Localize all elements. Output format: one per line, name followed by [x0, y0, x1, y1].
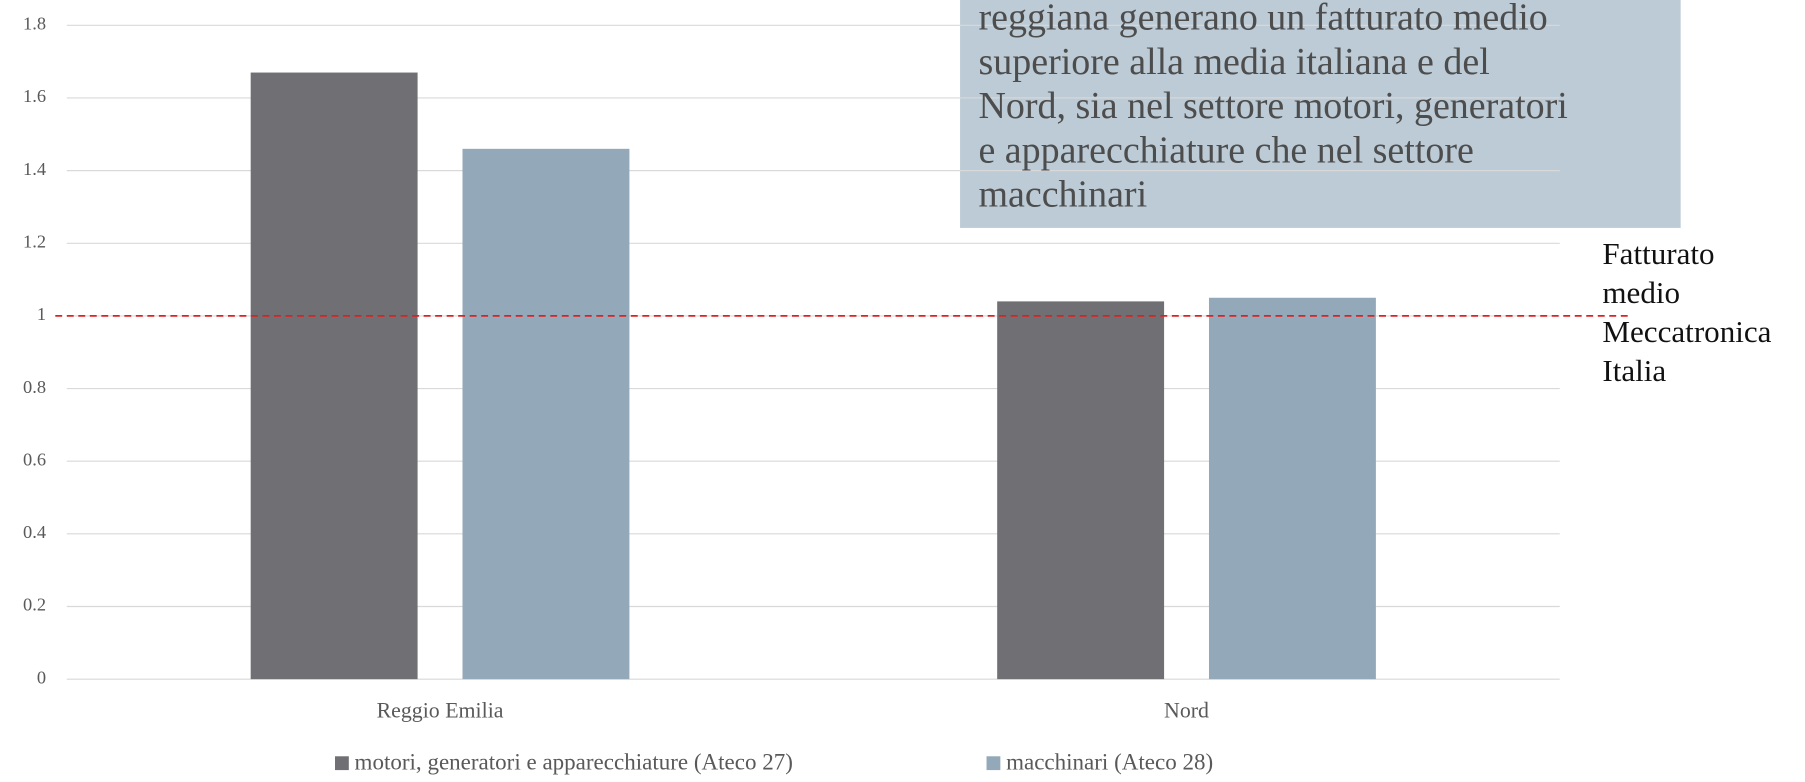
y-tick-label: 1.8 [23, 14, 46, 34]
y-tick-label: 1.4 [23, 159, 46, 179]
annotation-text: macchinari [978, 174, 1147, 216]
annotation-text: superiore alla media italiana e del [978, 41, 1489, 83]
legend-label: motori, generatori e apparecchiature (At… [355, 749, 793, 775]
y-tick-label: 0.6 [23, 449, 46, 469]
reference-label: Fatturato [1602, 236, 1714, 271]
annotation-box [960, 0, 1681, 228]
y-tick-label: 0 [37, 667, 46, 687]
annotation-text: reggiana generano un fatturato medio [978, 0, 1547, 38]
y-tick-label: 0.2 [23, 595, 46, 615]
y-tick-label: 1.2 [23, 231, 46, 251]
y-tick-label: 1 [37, 304, 46, 324]
annotation-text: e apparecchiature che nel settore [978, 129, 1473, 171]
bar [250, 72, 418, 680]
x-tick-label: Nord [1164, 699, 1209, 723]
reference-label: Meccatronica [1602, 314, 1771, 349]
reference-label: Italia [1602, 353, 1666, 388]
legend-swatch [986, 756, 1001, 771]
x-tick-label: Reggio Emilia [377, 699, 504, 723]
y-tick-label: 1.6 [23, 86, 46, 106]
legend-label: macchinari (Ateco 28) [1006, 749, 1213, 775]
reference-label: medio [1602, 275, 1680, 310]
y-tick-label: 0.4 [23, 522, 46, 542]
bar [1208, 297, 1376, 680]
legend-swatch [335, 756, 349, 771]
y-tick-label: 0.8 [23, 377, 46, 397]
bar [997, 301, 1165, 680]
bar [462, 148, 630, 680]
annotation-text: Nord, sia nel settore motori, generatori [978, 85, 1567, 127]
